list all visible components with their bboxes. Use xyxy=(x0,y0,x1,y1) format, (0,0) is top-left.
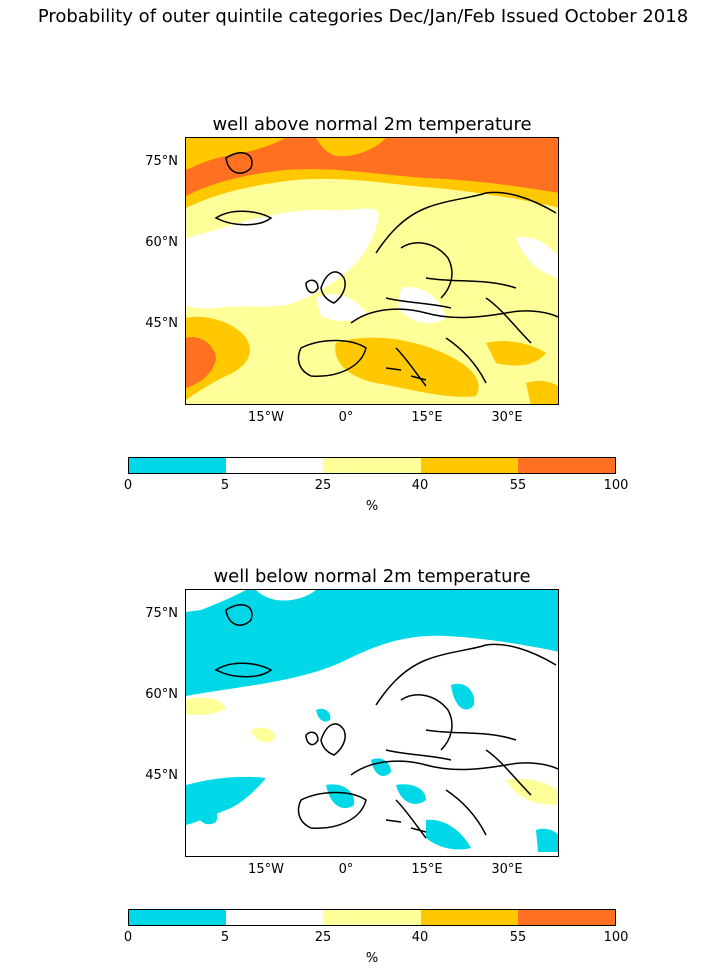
colorbar-tick: 0 xyxy=(123,930,133,945)
colorbar-tick: 100 xyxy=(603,930,629,945)
colorbar-segment-0-5 xyxy=(129,458,227,473)
panel-title-below: well below normal 2m temperature xyxy=(213,566,531,587)
colorbar-segment-25-40 xyxy=(323,910,421,925)
lat-label-60n: 60°N xyxy=(145,687,178,702)
colorbar-segment-5-25 xyxy=(226,458,324,473)
lat-label-45n: 45°N xyxy=(145,768,178,783)
map-well-below xyxy=(185,589,559,857)
colorbar-segment-0-5 xyxy=(129,910,227,925)
colorbar-tick: 40 xyxy=(411,930,429,945)
lon-label-15w: 15°W xyxy=(248,862,284,877)
colorbar-segment-40-55 xyxy=(420,910,518,925)
colorbar-tick: 0 xyxy=(123,478,133,493)
colorbar-below xyxy=(128,909,616,926)
colorbar-tick: 25 xyxy=(314,478,332,493)
colorbar-tick: 25 xyxy=(314,930,332,945)
colorbar-tick: 55 xyxy=(509,478,527,493)
lat-label-75n: 75°N xyxy=(145,606,178,621)
lon-label-15e: 15°E xyxy=(411,410,443,425)
map-well-above xyxy=(185,137,559,405)
panel-title-above: well above normal 2m temperature xyxy=(212,114,532,135)
colorbar-above xyxy=(128,457,616,474)
lon-label-0: 0° xyxy=(338,410,354,425)
lon-label-15e: 15°E xyxy=(411,862,443,877)
lat-label-60n: 60°N xyxy=(145,235,178,250)
lon-label-15w: 15°W xyxy=(248,410,284,425)
colorbar-tick: 100 xyxy=(603,478,629,493)
colorbar-segment-25-40 xyxy=(323,458,421,473)
colorbar-tick: 40 xyxy=(411,478,429,493)
lat-label-45n: 45°N xyxy=(145,316,178,331)
colorbar-segment-55-100 xyxy=(517,458,615,473)
colorbar-unit: % xyxy=(365,951,379,966)
colorbar-segment-5-25 xyxy=(226,910,324,925)
lon-label-30e: 30°E xyxy=(491,862,523,877)
colorbar-segment-55-100 xyxy=(517,910,615,925)
figure-title: Probability of outer quintile categories… xyxy=(37,6,689,27)
lon-label-0: 0° xyxy=(338,862,354,877)
colorbar-tick: 5 xyxy=(220,930,230,945)
colorbar-tick: 55 xyxy=(509,930,527,945)
colorbar-unit: % xyxy=(365,499,379,514)
lat-label-75n: 75°N xyxy=(145,154,178,169)
lon-label-30e: 30°E xyxy=(491,410,523,425)
colorbar-tick: 5 xyxy=(220,478,230,493)
colorbar-segment-40-55 xyxy=(420,458,518,473)
